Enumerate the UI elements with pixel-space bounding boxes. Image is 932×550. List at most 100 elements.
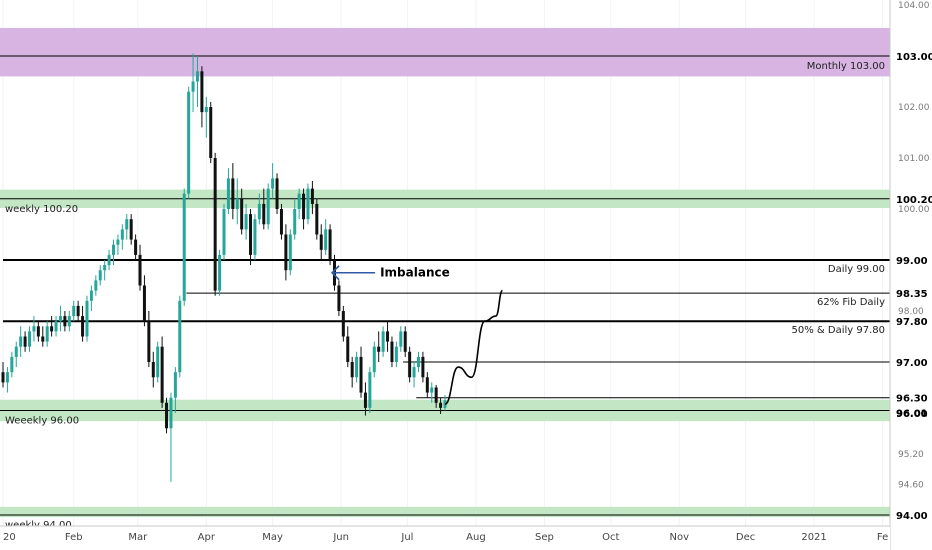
candle-body bbox=[81, 316, 85, 337]
candle-body bbox=[112, 244, 115, 255]
candle-body bbox=[32, 326, 36, 332]
candle-body bbox=[293, 209, 297, 235]
x-tick-label: May bbox=[262, 532, 283, 543]
level-label: 62% Fib Daily bbox=[817, 297, 885, 308]
projection-layer bbox=[444, 289, 504, 406]
zone-label: weekly 94.00 bbox=[5, 520, 72, 531]
candle-body bbox=[430, 387, 434, 393]
candle-body bbox=[408, 351, 412, 378]
x-tick-label: Apr bbox=[198, 532, 216, 543]
level-label: 50% & Daily 97.80 bbox=[792, 325, 886, 336]
candle-body bbox=[28, 331, 32, 347]
candle-body bbox=[275, 178, 279, 210]
candle-body bbox=[310, 188, 314, 204]
price-axis-bg bbox=[890, 0, 932, 550]
candle-body bbox=[355, 356, 359, 378]
x-tick-label: Mar bbox=[128, 532, 148, 543]
x-tick-label: Jun bbox=[332, 532, 349, 543]
zone-labels-layer: Monthly 103.00 weekly 100.20 Weeekly 96.00… bbox=[5, 61, 885, 531]
candle-body bbox=[235, 198, 239, 210]
candle-body bbox=[165, 402, 169, 429]
candle-body bbox=[222, 209, 226, 255]
candle-body bbox=[279, 209, 283, 235]
candle-body bbox=[368, 372, 372, 408]
candle-body bbox=[284, 234, 288, 271]
annotation-arrowhead bbox=[330, 265, 340, 281]
candle-body bbox=[67, 316, 71, 327]
candle-body bbox=[249, 214, 253, 255]
candle-body bbox=[386, 331, 390, 342]
zone-label: Monthly 103.00 bbox=[807, 61, 885, 72]
candle-body bbox=[125, 219, 129, 230]
candle-body bbox=[425, 377, 429, 393]
y-tick-label: 104.00 bbox=[898, 1, 930, 11]
candle-body bbox=[142, 285, 146, 322]
candle-body bbox=[341, 310, 345, 337]
candle-body bbox=[76, 305, 80, 317]
price-tag: 98.35 bbox=[896, 289, 928, 300]
candle-body bbox=[394, 346, 398, 362]
candle-body bbox=[262, 203, 266, 225]
candle-body bbox=[240, 198, 244, 230]
candle-body bbox=[257, 203, 261, 220]
price-tag: 96.00 bbox=[896, 409, 928, 420]
candle-body bbox=[58, 316, 62, 322]
x-tick-label: Fe bbox=[877, 532, 888, 543]
zone-band bbox=[0, 27, 890, 77]
candle-body bbox=[346, 336, 350, 362]
candle-body bbox=[98, 270, 102, 281]
price-tag: 97.00 bbox=[896, 358, 928, 369]
candle-body bbox=[253, 219, 257, 255]
price-tag: 100.20 bbox=[896, 195, 932, 206]
zone-band bbox=[0, 506, 890, 518]
candle-body bbox=[120, 229, 124, 240]
candle-body bbox=[1, 372, 5, 383]
candle-body bbox=[403, 331, 407, 352]
candle-body bbox=[134, 239, 138, 255]
price-tag: 96.30 bbox=[896, 394, 928, 405]
candle-body bbox=[226, 178, 230, 210]
candle-body bbox=[288, 234, 292, 271]
candle-body bbox=[377, 346, 381, 352]
annotation-layer: Imbalance bbox=[330, 265, 450, 281]
x-tick-label: Feb bbox=[65, 532, 83, 543]
candle-body bbox=[209, 107, 213, 159]
annotation-text: Imbalance bbox=[380, 266, 450, 280]
price-tag: 97.80 bbox=[896, 317, 928, 328]
candle-body bbox=[399, 331, 403, 347]
candle-body bbox=[160, 346, 164, 403]
candle-body bbox=[89, 290, 93, 301]
candle-body bbox=[5, 372, 9, 383]
candle-body bbox=[94, 280, 98, 291]
candle-body bbox=[306, 188, 310, 220]
candle-body bbox=[319, 234, 323, 250]
candle-body bbox=[72, 305, 76, 317]
candle-body bbox=[302, 193, 306, 220]
candle-body bbox=[41, 336, 45, 342]
candle-body bbox=[14, 346, 18, 357]
price-tag: 99.00 bbox=[896, 256, 928, 267]
candle-body bbox=[421, 356, 425, 378]
candle-body bbox=[138, 254, 142, 286]
candle-body bbox=[337, 285, 341, 311]
x-tick-label: 20 bbox=[3, 532, 16, 543]
zones-layer bbox=[0, 27, 890, 518]
candle-body bbox=[45, 326, 49, 342]
time-axis-bg bbox=[0, 526, 890, 550]
vertical-grid bbox=[2, 0, 884, 526]
level-label: Daily 99.00 bbox=[828, 264, 885, 275]
y-tick-label: 100.00 bbox=[898, 205, 930, 215]
candle-body bbox=[63, 316, 67, 327]
candle-body bbox=[187, 91, 191, 194]
candle-body bbox=[50, 326, 54, 332]
price-tag: 96.01 bbox=[896, 408, 928, 419]
y-tick-label: 94.60 bbox=[898, 480, 924, 490]
x-tick-label: 2021 bbox=[801, 532, 826, 543]
candle-body bbox=[390, 341, 394, 362]
candle-body bbox=[107, 254, 111, 266]
candle-body bbox=[416, 356, 420, 368]
x-tick-label: Aug bbox=[466, 532, 486, 543]
y-tick-label: 101.00 bbox=[898, 154, 930, 164]
